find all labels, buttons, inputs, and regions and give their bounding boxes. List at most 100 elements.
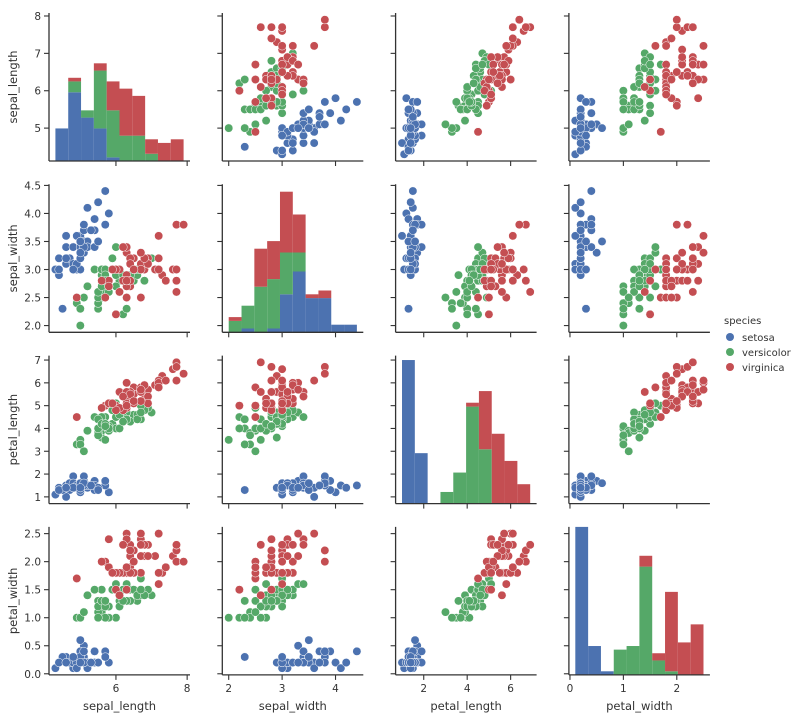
hist-bar-setosa — [575, 526, 589, 675]
hist-bar-setosa — [267, 328, 280, 333]
point-virginica — [299, 78, 308, 88]
point-virginica — [508, 562, 518, 572]
hist-bar-virginica — [466, 402, 479, 407]
point-setosa — [586, 242, 596, 252]
point-virginica — [277, 22, 287, 32]
point-virginica — [136, 540, 146, 550]
point-versicolor — [618, 97, 628, 107]
point-versicolor — [240, 439, 250, 449]
point-virginica — [277, 364, 287, 374]
point-setosa — [417, 646, 427, 656]
point-virginica — [277, 540, 287, 550]
point-versicolor — [640, 116, 650, 126]
point-setosa — [304, 635, 314, 645]
point-versicolor — [299, 86, 308, 96]
point-virginica — [172, 540, 181, 550]
point-versicolor — [618, 86, 628, 96]
point-virginica — [256, 22, 266, 32]
point-virginica — [277, 60, 287, 70]
point-versicolor — [299, 412, 308, 422]
point-setosa — [592, 248, 602, 258]
point-versicolor — [224, 123, 234, 133]
point-versicolor — [624, 446, 634, 456]
hist-bar-virginica — [690, 624, 704, 675]
panel-petal_length-vs-sepal_width — [217, 355, 364, 509]
point-versicolor — [277, 108, 287, 118]
point-virginica — [104, 281, 114, 291]
point-setosa — [406, 197, 416, 207]
point-versicolor — [618, 104, 628, 114]
hist-bar-versicolor — [652, 660, 666, 675]
legend-marker-setosa — [726, 333, 734, 341]
point-versicolor — [277, 590, 287, 600]
panel-petal_width-vs-petal_length: 2 4 6 petal_length — [390, 526, 537, 713]
point-virginica — [495, 568, 505, 578]
point-setosa — [576, 138, 586, 148]
point-virginica — [693, 93, 703, 103]
point-virginica — [122, 401, 132, 411]
point-versicolor — [624, 119, 634, 129]
point-virginica — [115, 287, 124, 297]
hist-bar-setosa — [600, 671, 614, 675]
point-setosa — [54, 265, 64, 274]
point-virginica — [677, 52, 687, 62]
y-tick-label: 1.0 — [24, 613, 41, 625]
point-virginica — [72, 412, 82, 422]
point-virginica — [672, 101, 682, 111]
point-setosa — [576, 112, 586, 122]
point-versicolor — [256, 613, 266, 623]
point-virginica — [640, 287, 650, 297]
panel-sepal_width-vs-sepal_width — [217, 184, 364, 338]
point-virginica — [693, 276, 703, 286]
point-setosa — [75, 483, 85, 493]
y-tick-label: 7 — [34, 48, 41, 60]
point-virginica — [514, 220, 524, 230]
point-setosa — [320, 119, 330, 129]
point-virginica — [699, 248, 708, 258]
point-versicolor — [456, 613, 466, 623]
point-versicolor — [473, 242, 483, 252]
point-setosa — [104, 209, 114, 218]
hist-bar-virginica — [157, 142, 171, 161]
point-virginica — [672, 369, 682, 379]
point-setosa — [331, 93, 340, 103]
point-setosa — [304, 104, 314, 114]
point-virginica — [154, 529, 164, 539]
point-virginica — [501, 41, 511, 51]
point-versicolor — [250, 585, 260, 595]
point-versicolor — [634, 97, 644, 107]
hist-bar-versicolor — [81, 110, 94, 118]
y-tick-label: 0.5 — [24, 641, 41, 653]
point-virginica — [250, 127, 260, 137]
point-versicolor — [645, 259, 655, 269]
hist-bar-virginica — [639, 555, 653, 567]
point-virginica — [277, 67, 287, 77]
hist-bar-virginica — [132, 95, 146, 136]
point-virginica — [293, 385, 303, 395]
point-versicolor — [650, 281, 660, 291]
point-virginica — [293, 60, 303, 70]
point-setosa — [304, 123, 314, 133]
point-setosa — [309, 138, 319, 148]
point-versicolor — [441, 293, 450, 302]
point-virginica — [122, 293, 132, 302]
point-setosa — [288, 146, 298, 155]
point-setosa — [336, 116, 346, 126]
point-virginica — [672, 15, 682, 25]
point-setosa — [309, 663, 319, 673]
point-virginica — [645, 309, 655, 319]
point-virginica — [493, 78, 503, 88]
point-virginica — [266, 534, 276, 544]
point-versicolor — [266, 56, 276, 66]
point-virginica — [299, 392, 308, 401]
point-setosa — [277, 131, 287, 141]
point-virginica — [688, 253, 698, 263]
hist-bar-versicolor — [254, 286, 268, 333]
point-versicolor — [107, 253, 117, 263]
point-virginica — [293, 551, 303, 561]
point-setosa — [100, 186, 110, 196]
point-virginica — [499, 248, 509, 258]
point-virginica — [699, 376, 708, 386]
x-axis-label: petal_length — [430, 699, 502, 713]
